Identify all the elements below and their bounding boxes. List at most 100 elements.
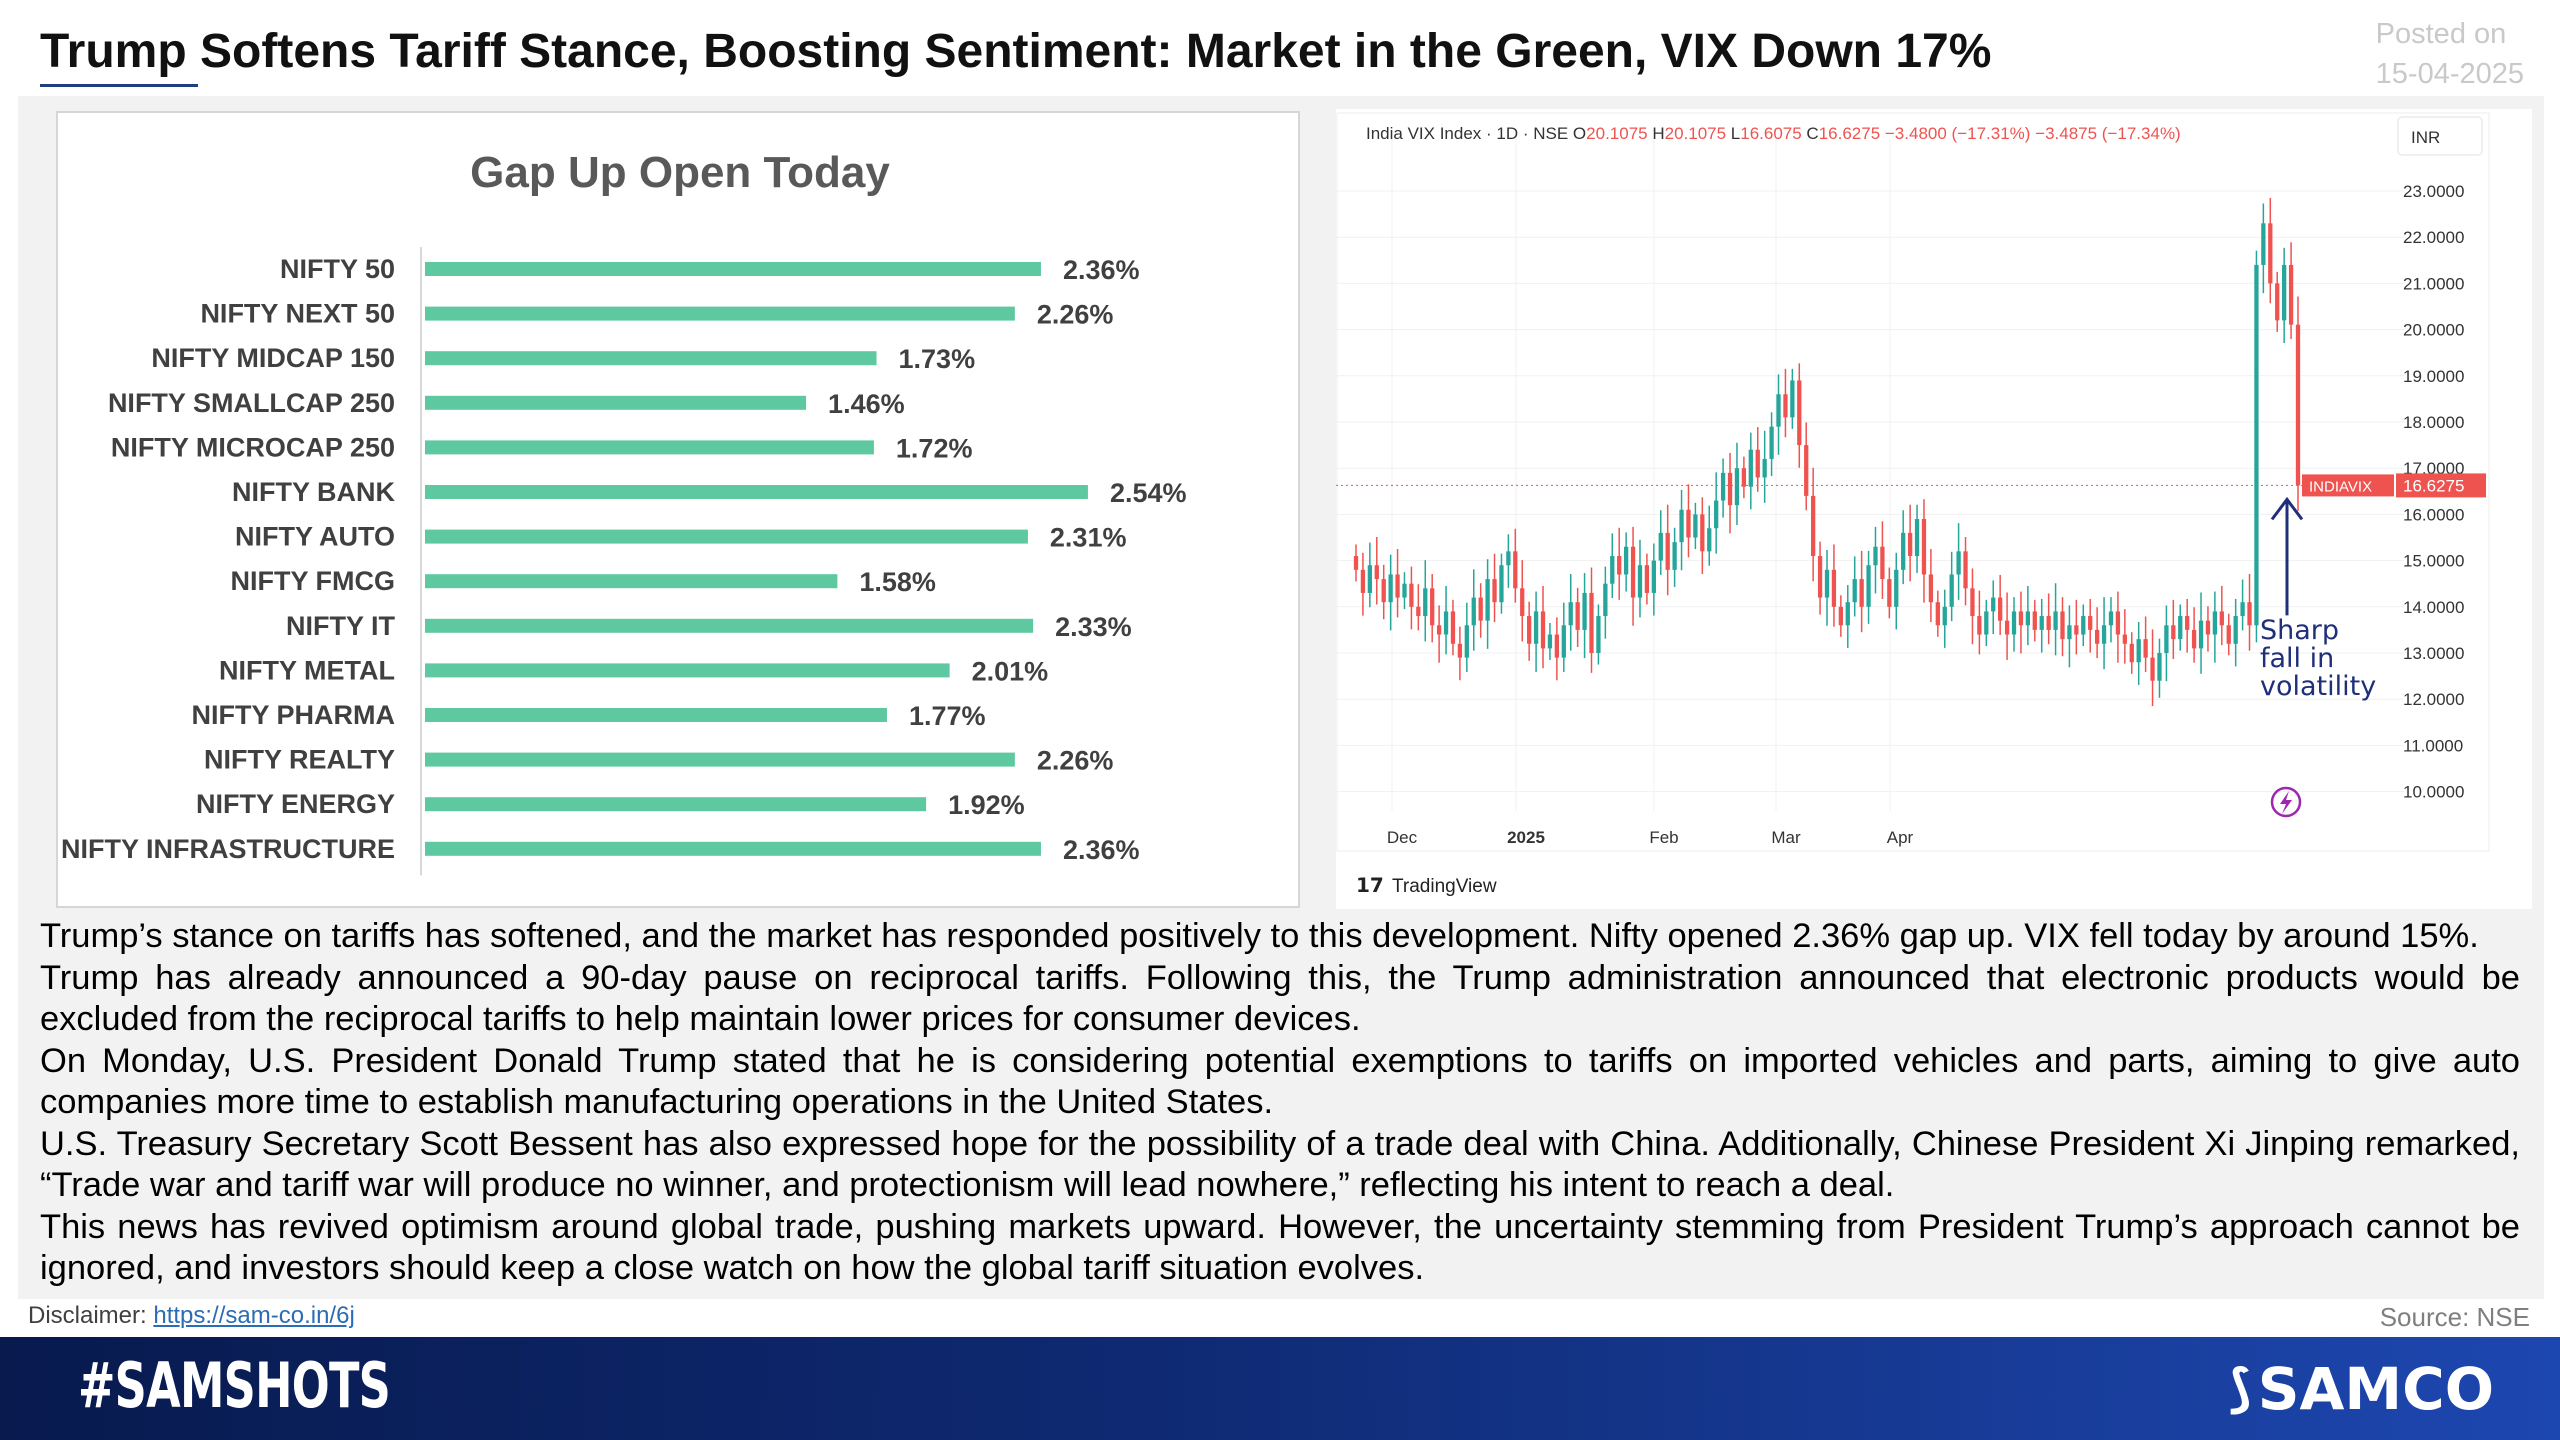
data-label: 2.26%: [1037, 300, 1114, 330]
candle-body: [2122, 634, 2127, 644]
candle-body: [2046, 616, 2051, 630]
paragraph-5: This news has revived optimism around gl…: [40, 1207, 2520, 1288]
candle-body: [1416, 606, 1421, 617]
candle-body: [2198, 620, 2204, 649]
candle-body: [1935, 602, 1940, 626]
category-label: NIFTY FMCG: [231, 566, 396, 596]
candle-body: [2067, 625, 2072, 640]
y-tick-label: 21.0000: [2403, 274, 2464, 293]
bar: [425, 440, 874, 455]
candle-body: [1360, 569, 1366, 593]
candle-body: [2247, 602, 2252, 626]
candle-body: [1824, 569, 1830, 598]
bar: [425, 708, 887, 722]
bar: [425, 752, 1015, 767]
lightning-bolt-icon: [2280, 791, 2292, 814]
candle-body: [1395, 574, 1400, 598]
candle-body: [2115, 611, 2121, 635]
candle-body: [1998, 597, 2003, 621]
candle-body: [2164, 625, 2169, 653]
bar: [425, 262, 1041, 276]
candle-body: [1949, 574, 1954, 607]
candle-body: [2226, 625, 2231, 644]
candle-body: [1852, 579, 1857, 603]
price-tag: [2396, 473, 2486, 498]
samco-mark-icon: ⟆: [2227, 1359, 2252, 1419]
x-tick-label: Mar: [1771, 828, 1801, 847]
y-tick-label: 13.0000: [2403, 644, 2464, 663]
candle-body: [1914, 519, 1920, 556]
annotation-text: Sharp: [2260, 615, 2339, 646]
candle-body: [2185, 616, 2190, 630]
category-label: NIFTY PHARMA: [191, 700, 395, 730]
candle-body: [1707, 528, 1712, 552]
candle-body: [1547, 634, 1553, 649]
candle-body: [1901, 532, 1906, 570]
candle-body: [1506, 551, 1511, 566]
candle-body: [1970, 588, 1975, 617]
candle-body: [2282, 264, 2287, 321]
candle-body: [1748, 449, 1753, 487]
candle-body: [1582, 592, 1587, 630]
category-label: NIFTY MIDCAP 150: [151, 343, 395, 373]
candle-body: [1880, 546, 1885, 580]
data-label: 1.77%: [909, 701, 986, 731]
annotation-arrow-head: [2270, 496, 2304, 521]
price-tag-label: 16.6275: [2403, 476, 2464, 495]
plot-frame: [1336, 112, 2490, 852]
candle-body: [2205, 620, 2211, 635]
candle-body: [2268, 223, 2273, 284]
candle-body: [1838, 606, 1844, 626]
disclaimer-link[interactable]: https://sam-co.in/6j: [153, 1302, 355, 1329]
candle-body: [1873, 546, 1878, 566]
x-tick-label: Apr: [1887, 828, 1914, 847]
candle-body: [2011, 611, 2017, 635]
candle-body: [2025, 611, 2031, 626]
data-label: 2.54%: [1110, 478, 1187, 508]
header-segment: −3.4875 (−17.34%): [2030, 124, 2180, 143]
category-label: NIFTY BANK: [232, 477, 396, 507]
header-segment: 16.6275: [1819, 124, 1880, 143]
candle-body: [1741, 468, 1747, 487]
candle-body: [2240, 602, 2245, 617]
candle-body: [1520, 588, 1525, 617]
disclaimer-label: Disclaimer:: [28, 1302, 147, 1329]
y-tick-label: 22.0000: [2403, 228, 2464, 247]
candle-body: [1734, 468, 1740, 506]
y-tick-label: 14.0000: [2403, 598, 2464, 617]
candle-body: [2233, 616, 2238, 644]
candle-body: [1658, 532, 1663, 561]
bar: [425, 351, 877, 366]
candle-body: [2275, 283, 2280, 321]
category-label: NIFTY ENERGY: [196, 789, 395, 819]
chart-background: [1336, 109, 2532, 909]
candle-body: [1353, 555, 1359, 570]
candle-body: [1727, 472, 1733, 506]
candle-body: [2254, 264, 2259, 626]
candle-body: [1720, 472, 1726, 501]
candle-body: [1492, 579, 1497, 603]
y-tick-label: 12.0000: [2403, 690, 2464, 709]
symbol-tag-label: INDIAVIX: [2309, 478, 2372, 495]
brand-name: SAMCO: [2257, 1355, 2494, 1423]
data-label: 2.01%: [972, 656, 1049, 686]
category-label: NIFTY SMALLCAP 250: [108, 388, 395, 418]
candle-body: [1423, 588, 1428, 617]
data-label: 1.73%: [899, 344, 976, 374]
candle-body: [1679, 509, 1684, 543]
candle-body: [1866, 565, 1871, 607]
candle-body: [2101, 625, 2107, 644]
candle-body: [2032, 611, 2037, 630]
candle-body: [1644, 565, 1650, 593]
candle-body: [2171, 625, 2176, 640]
candle-body: [1991, 597, 1996, 612]
candle-body: [1561, 625, 1566, 658]
candle-body: [1450, 611, 1456, 644]
candle-body: [2088, 616, 2093, 630]
page-title: Trump Softens Tariff Stance, Boosting Se…: [40, 25, 1992, 78]
candle-body: [1942, 606, 1947, 626]
candle-body: [1554, 634, 1560, 658]
title-underline: [40, 84, 198, 87]
header-segment: L: [1726, 124, 1740, 143]
category-label: NIFTY AUTO: [235, 522, 395, 552]
